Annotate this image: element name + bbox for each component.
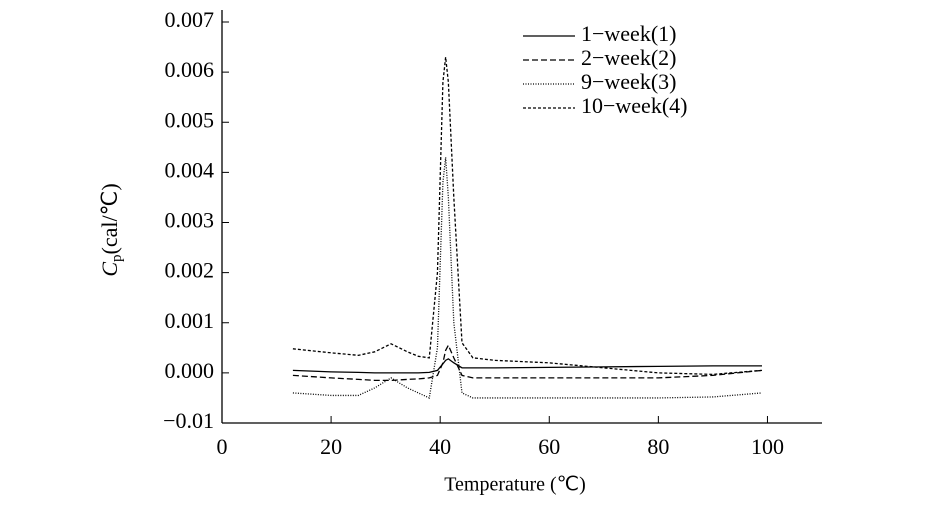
x-tick-label: 40 xyxy=(429,434,451,459)
y-tick-label: 0.007 xyxy=(165,7,215,32)
y-tick-label: 0.006 xyxy=(165,57,215,82)
series-line xyxy=(292,343,763,382)
y-tick-label: 0.004 xyxy=(165,157,215,182)
y-label-sub: p xyxy=(109,254,125,262)
x-tick-label: 60 xyxy=(538,434,560,459)
y-label-symbol: C xyxy=(97,262,122,277)
y-tick-label: 0.001 xyxy=(165,308,215,333)
x-tick-label: 20 xyxy=(320,434,342,459)
legend-label: 2−week(2) xyxy=(581,45,676,70)
y-tick-label: −0.01 xyxy=(163,408,214,433)
legend-label: 1−week(1) xyxy=(581,21,676,46)
series-line xyxy=(292,157,763,399)
legend-label: 9−week(3) xyxy=(581,69,676,94)
y-tick-label: 0.000 xyxy=(165,358,215,383)
x-tick-label: 0 xyxy=(217,434,228,459)
y-axis-label: Cp(cal/℃) xyxy=(97,183,125,276)
x-tick-label: 100 xyxy=(751,434,784,459)
y-tick-label: 0.002 xyxy=(165,258,215,283)
x-axis-label: Temperature (℃) xyxy=(444,474,586,496)
y-label-unit: (cal/℃) xyxy=(97,183,122,254)
series-line xyxy=(292,57,763,376)
x-tick-label: 80 xyxy=(647,434,669,459)
y-tick-label: 0.003 xyxy=(165,208,215,233)
legend-label: 10−week(4) xyxy=(581,93,687,118)
series-line xyxy=(292,358,762,374)
y-tick-label: 0.005 xyxy=(165,107,215,132)
